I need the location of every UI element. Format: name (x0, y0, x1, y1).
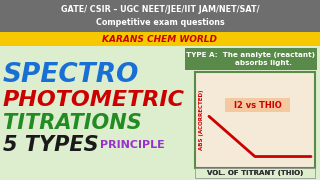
Text: I2 vs THIO: I2 vs THIO (234, 101, 281, 110)
Text: 5 TYPES: 5 TYPES (3, 135, 99, 155)
Text: SPECTRO: SPECTRO (3, 62, 140, 88)
Text: PRINCIPLE: PRINCIPLE (100, 140, 165, 150)
Text: GATE/ CSIR – UGC NEET/JEE/IIT JAM/NET/SAT/
Competitive exam questions: GATE/ CSIR – UGC NEET/JEE/IIT JAM/NET/SA… (61, 5, 259, 27)
Text: KARANS CHEM WORLD: KARANS CHEM WORLD (102, 35, 218, 44)
Bar (195, 72, 315, 168)
Bar (0, 46, 320, 180)
Text: PHOTOMETRIC: PHOTOMETRIC (3, 90, 185, 110)
Text: TITRATIONS: TITRATIONS (3, 113, 142, 133)
Text: VOL. OF TITRANT (THIO): VOL. OF TITRANT (THIO) (207, 170, 303, 176)
Text: ABS (ACORRECTED): ABS (ACORRECTED) (199, 90, 204, 150)
Bar (225, 98, 290, 112)
Bar (0, 0, 320, 32)
Text: VOL. OF TITRANT (THIO): VOL. OF TITRANT (THIO) (207, 170, 303, 176)
Bar (185, 48, 317, 70)
Bar (0, 32, 320, 46)
Text: TYPE A:  The analyte (reactant)
          absorbs light.: TYPE A: The analyte (reactant) absorbs l… (187, 52, 316, 66)
Bar (195, 168, 315, 178)
